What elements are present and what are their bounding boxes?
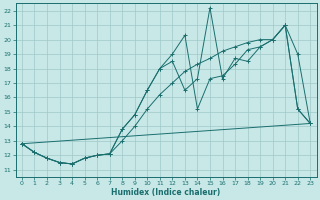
X-axis label: Humidex (Indice chaleur): Humidex (Indice chaleur) bbox=[111, 188, 221, 197]
